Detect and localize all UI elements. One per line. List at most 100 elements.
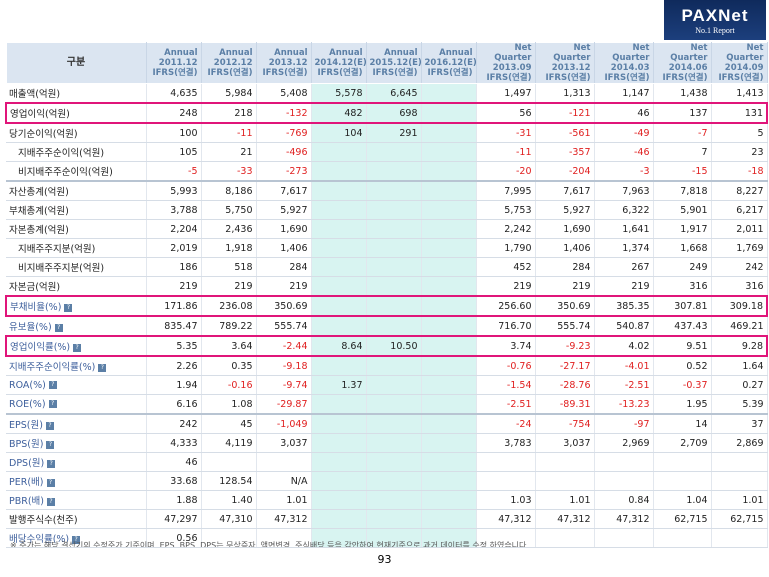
table-cell: [311, 180, 367, 201]
header-text: IFRS(연결): [662, 73, 708, 83]
row-label: 지배주주순이익(억원): [6, 142, 147, 162]
table-row: 부채총계(억원) 3,788 5,750 5,927 5,753 5,927 6,322 5,…: [6, 200, 768, 220]
help-icon: ?: [48, 381, 57, 389]
header-text: Annual: [329, 48, 363, 58]
table-cell: 62,715: [653, 509, 712, 529]
table-row: 지배주주순이익(억원) 105 21 -496 -11 -357 -46 7 23: [6, 142, 768, 162]
help-icon: ?: [98, 363, 107, 372]
table-cell: 47,312: [594, 509, 654, 529]
table-cell: 8,186: [201, 180, 257, 201]
table-cell: 307.81: [653, 295, 712, 317]
table-cell: [711, 528, 768, 548]
table-cell: -754: [535, 413, 595, 434]
table-cell: -20: [476, 161, 536, 182]
table-cell: [311, 200, 367, 220]
header-text: 2016.12(E): [424, 58, 477, 68]
table-cell: [421, 375, 477, 395]
table-cell: [311, 316, 367, 337]
row-label: 영업이익률(%)?: [5, 335, 147, 357]
table-cell: 249: [653, 257, 712, 277]
table-cell: 1.88: [146, 490, 202, 510]
table-cell: 1,313: [535, 83, 595, 104]
table-row: 자산총계(억원) 5,993 8,186 7,617 7,995 7,617 7,963 7,…: [6, 180, 768, 201]
table-cell: 698: [366, 102, 422, 124]
table-cell: 1,918: [201, 238, 257, 258]
table-cell: -15: [653, 161, 712, 182]
table-cell: [311, 471, 367, 491]
header-text: Annual: [164, 48, 198, 58]
row-label-text: ROA(%): [9, 379, 46, 391]
row-label: PBR(배)?: [6, 490, 147, 510]
row-label: 당기순이익(억원): [6, 123, 147, 143]
table-cell: -29.87: [256, 394, 312, 415]
header-text: 2013.09: [492, 63, 532, 73]
table-cell: [421, 413, 477, 434]
table-cell: [421, 433, 477, 453]
table-cell: [366, 219, 422, 239]
logo-brand: PAXNet: [681, 6, 749, 25]
table-cell: [653, 452, 712, 472]
header-text: IFRS(연결): [718, 73, 764, 83]
table-cell: 3,783: [476, 433, 536, 453]
table-cell: 7,995: [476, 180, 536, 201]
row-label: 자본금(억원): [6, 276, 147, 297]
table-cell: -561: [535, 123, 595, 143]
table-cell: 316: [653, 276, 712, 297]
help-icon: ?: [54, 323, 63, 332]
header-text: IFRS(연결): [545, 73, 591, 83]
table-cell: [421, 219, 477, 239]
table-cell: -31: [476, 123, 536, 143]
table-cell: 350.69: [256, 295, 312, 317]
table-cell: [653, 471, 712, 491]
row-label: 자산총계(억원): [6, 180, 147, 201]
row-label-text: DPS(원): [9, 458, 45, 469]
table-cell: 316: [711, 276, 768, 297]
table-cell: [421, 356, 477, 376]
table-cell: [421, 452, 477, 472]
table-cell: [366, 375, 422, 395]
table-row: PBR(배)? 1.88 1.40 1.01 1.03 1.01 0.84 1.04 1.01: [6, 490, 768, 510]
table-cell: 46: [146, 452, 202, 472]
header-text: 2014.06: [668, 63, 708, 73]
header-cell: Annual 2016.12(E) IFRS(연결): [420, 42, 477, 84]
table-cell: [311, 238, 367, 258]
table-cell: 1,668: [653, 238, 712, 258]
table-cell: [311, 528, 367, 548]
table-cell: 7,963: [594, 180, 654, 201]
table-cell: [311, 295, 367, 317]
table-row: 발행주식수(천주) 47,297 47,310 47,312 47,312 47,312 4…: [6, 509, 768, 529]
table-cell: [311, 490, 367, 510]
header-text: IFRS(연결): [207, 68, 253, 78]
table-cell: 8,227: [711, 180, 768, 201]
table-cell: [421, 316, 477, 337]
row-label-text: EPS(원): [9, 420, 43, 431]
table-cell: -7: [653, 123, 712, 143]
table-cell: -9.23: [535, 335, 595, 357]
table-cell: [366, 257, 422, 277]
header-text: Net Quarter: [726, 43, 764, 63]
row-label-text: 부채총계(억원): [9, 206, 69, 217]
table-cell: 2,011: [711, 219, 768, 239]
row-label-text: 배당수익률(%): [9, 534, 70, 545]
table-cell: 45: [201, 413, 257, 434]
table-cell: [421, 102, 477, 124]
table-cell: -273: [256, 161, 312, 182]
table-cell: -27.17: [535, 356, 595, 376]
table-cell: -28.76: [535, 375, 595, 395]
table-cell: [256, 528, 312, 548]
help-icon: ?: [46, 440, 55, 449]
table-row: 영업이익(억원) 248 218 -132 482 698 56 -121 46 137 131: [5, 102, 768, 124]
page-number: 93: [377, 553, 392, 566]
footnote: ※ 주가는 해당 결산기의 수정주가 기준이며, EPS, BPS, DPS는 …: [10, 541, 527, 547]
table-cell: 0.52: [653, 356, 712, 376]
table-cell: [594, 471, 654, 491]
table-cell: [421, 394, 477, 415]
table-cell: 171.86: [146, 295, 202, 317]
table-cell: [311, 433, 367, 453]
header-text: 2014.12(E): [314, 58, 367, 68]
table-cell: -11: [476, 142, 536, 162]
row-label-text: 비지배주주지분(억원): [18, 263, 105, 274]
table-cell: 4,635: [146, 83, 202, 104]
table-cell: 1.01: [256, 490, 312, 510]
table-cell: [366, 238, 422, 258]
